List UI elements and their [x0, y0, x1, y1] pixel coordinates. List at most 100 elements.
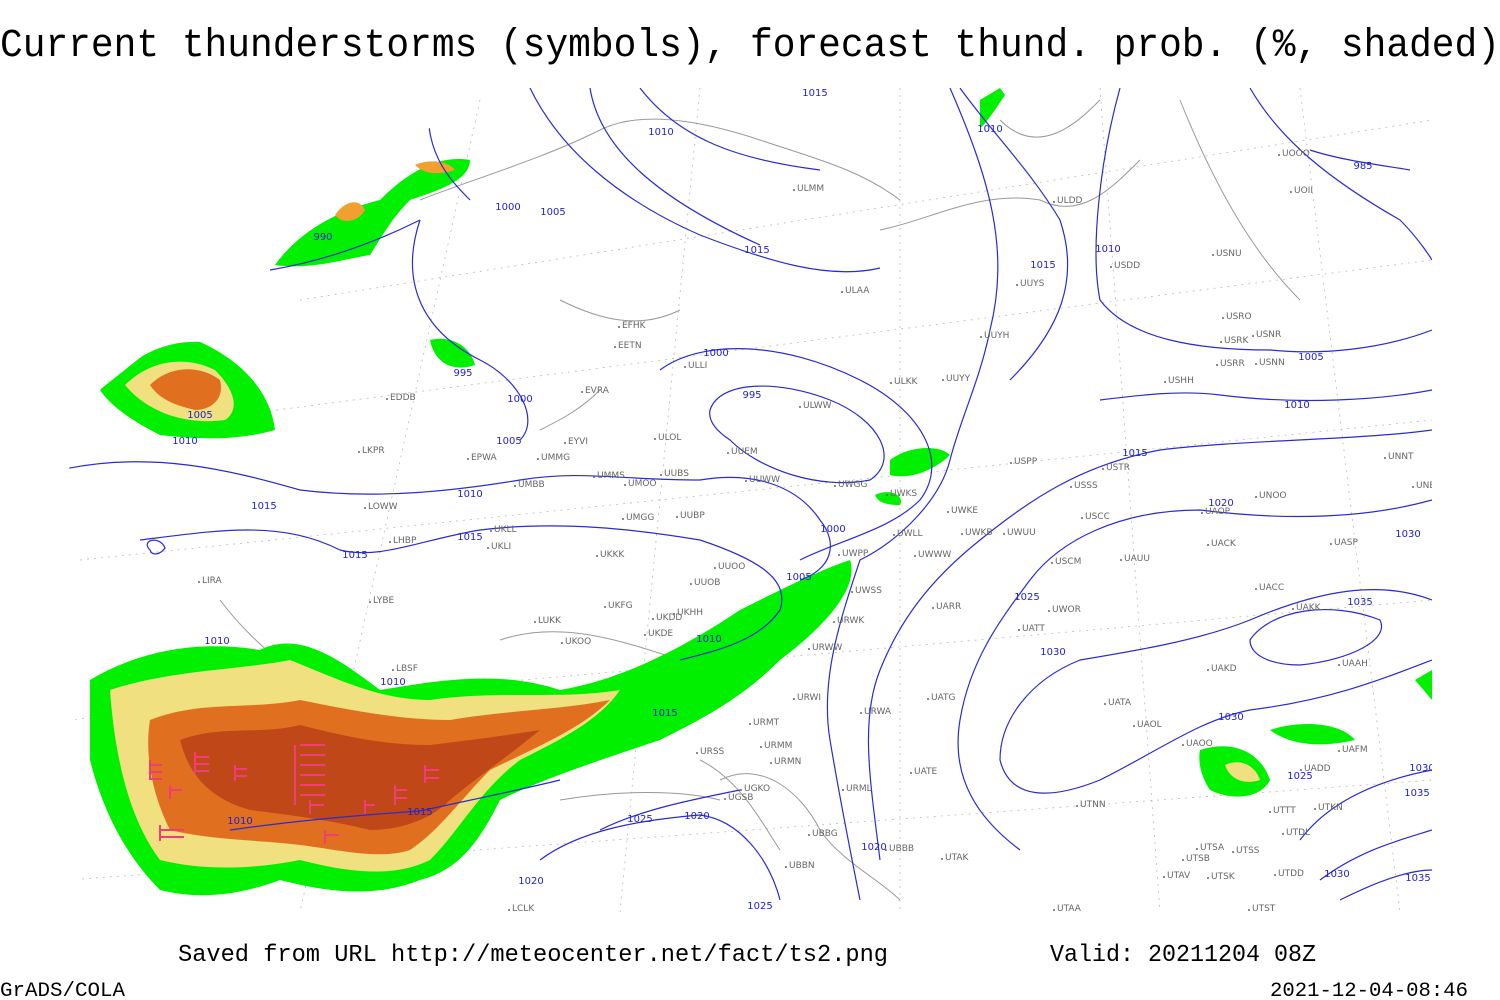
station-dot — [1384, 457, 1386, 459]
station-label: UAAH — [1342, 659, 1368, 669]
station-label: UWLL — [897, 529, 923, 539]
station-dot — [1292, 608, 1294, 610]
station-dot — [1207, 544, 1209, 546]
station-dot — [1269, 811, 1271, 813]
station-label: UKFG — [608, 601, 633, 611]
station-label: LHBP — [393, 536, 417, 546]
station-dot — [1300, 769, 1302, 771]
station-label: UWUU — [1007, 528, 1036, 538]
station-label: UMMS — [597, 471, 625, 481]
station-dot — [490, 530, 492, 532]
station-label: UASP — [1334, 538, 1358, 548]
station-dot — [1102, 468, 1104, 470]
station-dot — [1164, 381, 1166, 383]
station-label: UWKB — [965, 528, 993, 538]
station-dot — [885, 849, 887, 851]
station-dot — [799, 406, 801, 408]
station-label: EYVI — [568, 437, 588, 447]
station-label: UAOP — [1205, 507, 1231, 517]
station-label: UAUU — [1124, 554, 1150, 564]
station-label: UKHH — [677, 608, 703, 618]
station-dot — [1274, 874, 1276, 876]
isobar-label: 995 — [742, 390, 761, 401]
station-label: LOWW — [368, 502, 398, 512]
station-dot — [927, 698, 929, 700]
station-label: UUYS — [1020, 279, 1045, 289]
isobar-label: 1015 — [457, 532, 482, 543]
station-label: UUEM — [731, 447, 758, 457]
station-label: UGKO — [744, 784, 770, 794]
station-dot — [596, 555, 598, 557]
station-label: UTTT — [1273, 806, 1296, 816]
isobar-label: 1025 — [747, 901, 772, 912]
isobar-label: 1030 — [1040, 647, 1065, 658]
station-dot — [1207, 877, 1209, 879]
station-label: UTKN — [1318, 803, 1343, 813]
station-dot — [1216, 364, 1218, 366]
station-dot — [364, 507, 366, 509]
station-dot — [652, 618, 654, 620]
station-label: EVRA — [585, 386, 610, 396]
station-dot — [724, 798, 726, 800]
station-label: UTDL — [1286, 828, 1310, 838]
coastlines — [219, 99, 1301, 901]
isobar-label: 1005 — [540, 207, 565, 218]
station-label: UATG — [931, 693, 956, 703]
station-dot — [1053, 909, 1055, 911]
station-dot — [660, 474, 662, 476]
isobar-label: 1035 — [1404, 788, 1429, 799]
isobar-label: 1015 — [744, 245, 769, 256]
station-label: UAFM — [1342, 745, 1368, 755]
station-dot — [838, 554, 840, 556]
isobar-label: 1015 — [407, 807, 432, 818]
station-label: UMBB — [518, 480, 545, 490]
station-dot — [1207, 669, 1209, 671]
station-dot — [914, 555, 916, 557]
station-label: UUBS — [664, 469, 689, 479]
station-dot — [1222, 317, 1224, 319]
isobar-label: 1015 — [1122, 448, 1147, 459]
isobar-label: 1020 — [684, 811, 709, 822]
station-dot — [618, 326, 620, 328]
station-dot — [808, 834, 810, 836]
station-label: USRR — [1220, 359, 1245, 369]
isobar-label: 1015 — [342, 550, 367, 561]
station-label: UUOO — [718, 562, 745, 572]
isobar-label: 990 — [313, 232, 332, 243]
station-label: UMOO — [628, 479, 657, 489]
station-label: UGSB — [728, 793, 753, 803]
station-dot — [1252, 335, 1254, 337]
station-dot — [833, 621, 835, 623]
station-dot — [942, 379, 944, 381]
station-label: UACC — [1259, 583, 1284, 593]
station-dot — [467, 458, 469, 460]
station-dot — [389, 541, 391, 543]
station-dot — [834, 485, 836, 487]
isobar-label: 1000 — [507, 394, 532, 405]
station-label: USRK — [1224, 336, 1250, 346]
station-label: EPWA — [471, 453, 498, 463]
station-label: UBBG — [812, 829, 838, 839]
station-label: URMN — [774, 757, 801, 767]
station-dot — [793, 189, 795, 191]
station-label: UOOO — [1282, 149, 1310, 159]
station-label: UKOO — [565, 637, 591, 647]
station-label: EFHK — [622, 321, 647, 331]
station-dot — [386, 398, 388, 400]
station-label: USPP — [1014, 457, 1038, 467]
isobar-label: 1030 — [1218, 712, 1243, 723]
station-dot — [676, 516, 678, 518]
isobar-labels: 1015 1010 1010 990 1000 1005 1015 1010 1015 985 99… — [172, 88, 1432, 912]
isobar-label: 1010 — [204, 636, 229, 647]
station-label: UKKK — [600, 550, 625, 560]
station-label: UWGG — [838, 480, 867, 490]
station-label: ULAA — [845, 286, 870, 296]
isobar-label: 1020 — [1208, 498, 1233, 509]
station-label: UAKK — [1296, 603, 1322, 613]
isobar-label: 1000 — [495, 202, 520, 213]
station-dot — [654, 438, 656, 440]
station-label: ULOL — [658, 433, 681, 443]
station-dot — [1314, 808, 1316, 810]
station-label: LIRA — [202, 576, 223, 586]
isobar-label: 1015 — [802, 88, 827, 99]
